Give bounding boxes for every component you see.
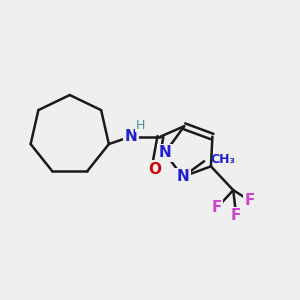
Text: F: F: [231, 208, 242, 223]
Text: F: F: [212, 200, 222, 215]
Text: N: N: [176, 169, 189, 184]
Text: H: H: [136, 119, 145, 132]
Text: O: O: [148, 162, 161, 177]
Text: CH₃: CH₃: [211, 153, 236, 166]
Text: F: F: [244, 193, 255, 208]
Text: N: N: [158, 146, 171, 160]
Text: N: N: [124, 129, 137, 144]
